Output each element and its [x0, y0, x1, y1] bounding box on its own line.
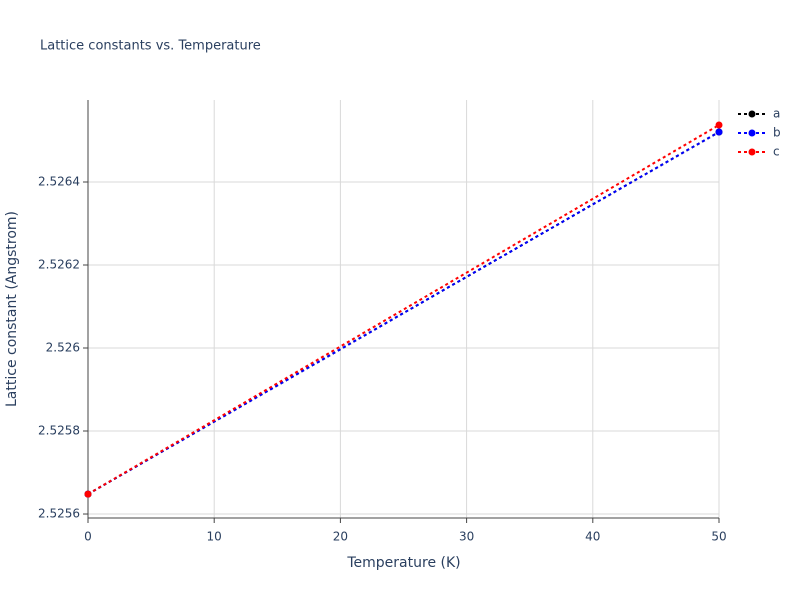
x-tick-label: 40 — [585, 530, 600, 544]
y-tick-label: 2.5264 — [38, 175, 80, 189]
series-line — [87, 131, 720, 495]
x-axis-label: Temperature (K) — [346, 555, 460, 571]
series-line — [87, 124, 720, 495]
point — [84, 490, 92, 498]
x-tick-label: 50 — [711, 530, 726, 544]
legend-marker — [748, 110, 756, 118]
point — [715, 121, 723, 129]
legend-label: b — [773, 126, 781, 140]
y-tick-label: 2.5256 — [38, 507, 80, 521]
x-tick-label: 0 — [84, 530, 92, 544]
y-tick-label: 2.526 — [46, 341, 80, 355]
legend-marker — [748, 129, 756, 137]
legend-label: c — [773, 145, 780, 159]
x-tick-label: 10 — [207, 530, 222, 544]
legend-marker — [748, 148, 756, 156]
legend-label: a — [773, 107, 780, 121]
x-tick-label: 20 — [333, 530, 348, 544]
y-axis-label: Lattice constant (Angstrom) — [4, 211, 20, 407]
y-tick-label: 2.5262 — [38, 258, 80, 272]
point — [715, 128, 723, 136]
x-tick-label: 30 — [459, 530, 474, 544]
y-tick-label: 2.5258 — [38, 424, 80, 438]
chart-title: Lattice constants vs. Temperature — [40, 39, 261, 54]
